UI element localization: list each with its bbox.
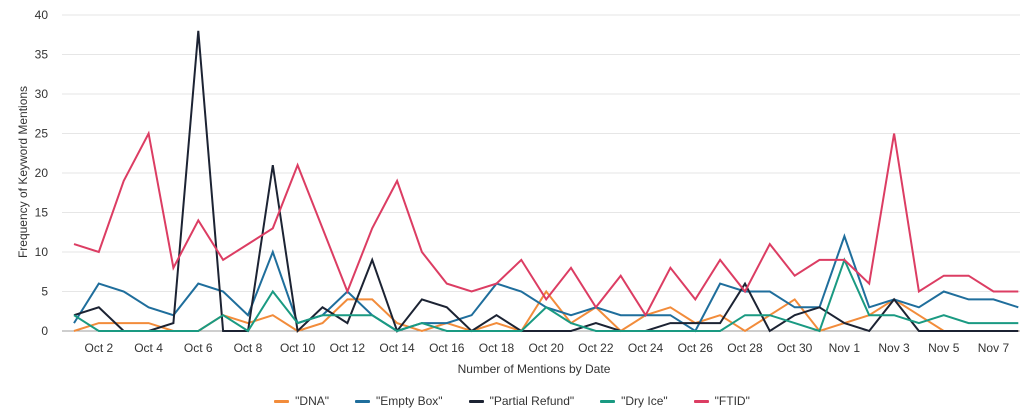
y-tick-label: 0 (41, 324, 48, 338)
y-tick-label: 15 (35, 206, 49, 220)
y-tick-labels: 0 5 10 15 20 25 30 35 40 (35, 8, 49, 338)
legend-label: "FTID" (714, 394, 750, 408)
legend-item[interactable]: "Dry Ice" (600, 394, 668, 408)
x-tick-label: Oct 8 (234, 341, 263, 355)
y-tick-label: 40 (35, 8, 49, 22)
x-tick-label: Oct 24 (628, 341, 664, 355)
x-tick-label: Oct 2 (85, 341, 114, 355)
x-tick-label: Nov 3 (878, 341, 910, 355)
legend-swatch (468, 399, 484, 403)
x-tick-label: Oct 22 (578, 341, 614, 355)
x-tick-label: Oct 16 (429, 341, 465, 355)
legend-label: "Dry Ice" (621, 394, 668, 408)
y-tick-label: 35 (35, 48, 49, 62)
legend-item[interactable]: "FTID" (693, 394, 750, 408)
x-tick-label: Oct 28 (727, 341, 763, 355)
y-tick-label: 30 (35, 87, 49, 101)
y-tick-label: 10 (35, 245, 49, 259)
x-tick-label: Oct 4 (134, 341, 163, 355)
legend-label: "Empty Box" (376, 394, 443, 408)
x-tick-labels: Oct 2 Oct 4 Oct 6 Oct 8 Oct 10 Oct 12 Oct 14 Oc… (85, 341, 1010, 355)
x-tick-label: Oct 14 (379, 341, 415, 355)
legend-swatch (355, 399, 371, 403)
x-tick-label: Oct 30 (777, 341, 813, 355)
legend-label: "DNA" (295, 394, 330, 408)
series-line (73, 289, 1019, 333)
y-axis-title: Frequency of Keyword Mentions (16, 86, 30, 258)
x-tick-label: Oct 10 (280, 341, 316, 355)
legend-swatch (600, 399, 616, 403)
x-tick-label: Oct 6 (184, 341, 213, 355)
x-tick-label: Oct 26 (678, 341, 714, 355)
legend-item[interactable]: "Partial Refund" (468, 394, 575, 408)
legend-label: "Partial Refund" (489, 394, 575, 408)
x-tick-label: Nov 5 (928, 341, 960, 355)
x-tick-label: Oct 18 (479, 341, 515, 355)
series-lines (73, 30, 1019, 334)
x-tick-label: Oct 20 (528, 341, 564, 355)
x-tick-label: Nov 7 (978, 341, 1010, 355)
legend: "DNA" "Empty Box" "Partial Refund" "Dry Ice… (0, 392, 1024, 410)
x-tick-label: Nov 1 (829, 341, 861, 355)
legend-item[interactable]: "Empty Box" (355, 394, 443, 408)
y-tick-label: 25 (35, 127, 49, 141)
y-tick-label: 5 (41, 285, 48, 299)
series-line (73, 30, 1019, 334)
x-axis-title: Number of Mentions by Date (458, 362, 611, 376)
legend-item[interactable]: "DNA" (274, 394, 329, 408)
series-line (73, 257, 1019, 333)
y-tick-label: 20 (35, 166, 49, 180)
legend-swatch (693, 399, 709, 403)
legend-swatch (274, 399, 290, 403)
x-tick-label: Oct 12 (330, 341, 366, 355)
series-line (73, 130, 1019, 318)
grid-lines (62, 14, 1020, 332)
